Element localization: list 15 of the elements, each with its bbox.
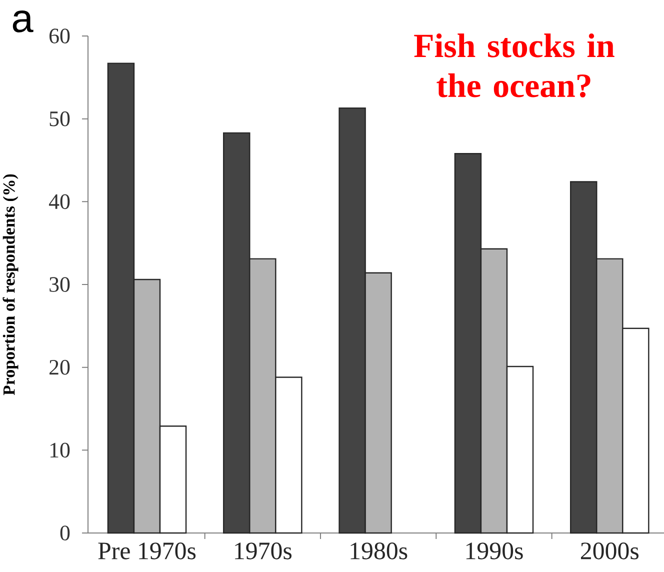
x-tick-label: 1970s [235, 542, 292, 560]
text: a [12, 10, 34, 32]
y-tick-label: 0 [60, 526, 70, 540]
x-tick-label: Pre 1970s [98, 542, 196, 560]
y-tick-label: 10 [50, 442, 70, 458]
x-tick-label: 2000s [580, 542, 638, 560]
y-tick-label: 50 [50, 111, 70, 126]
y-tick-label: 40 [48, 194, 70, 210]
x-tick-label: 1990s [466, 542, 523, 560]
y-tick-label: 30 [50, 277, 70, 292]
y-tick-label: 20 [50, 360, 70, 375]
y-tick-label: 60 [50, 28, 70, 44]
y-axis-title: Proportion of respondents (%) [2, 174, 18, 396]
chart-title: Fish stocks in the ocean? [414, 34, 614, 98]
x-tick-label: 1980s [350, 542, 408, 560]
